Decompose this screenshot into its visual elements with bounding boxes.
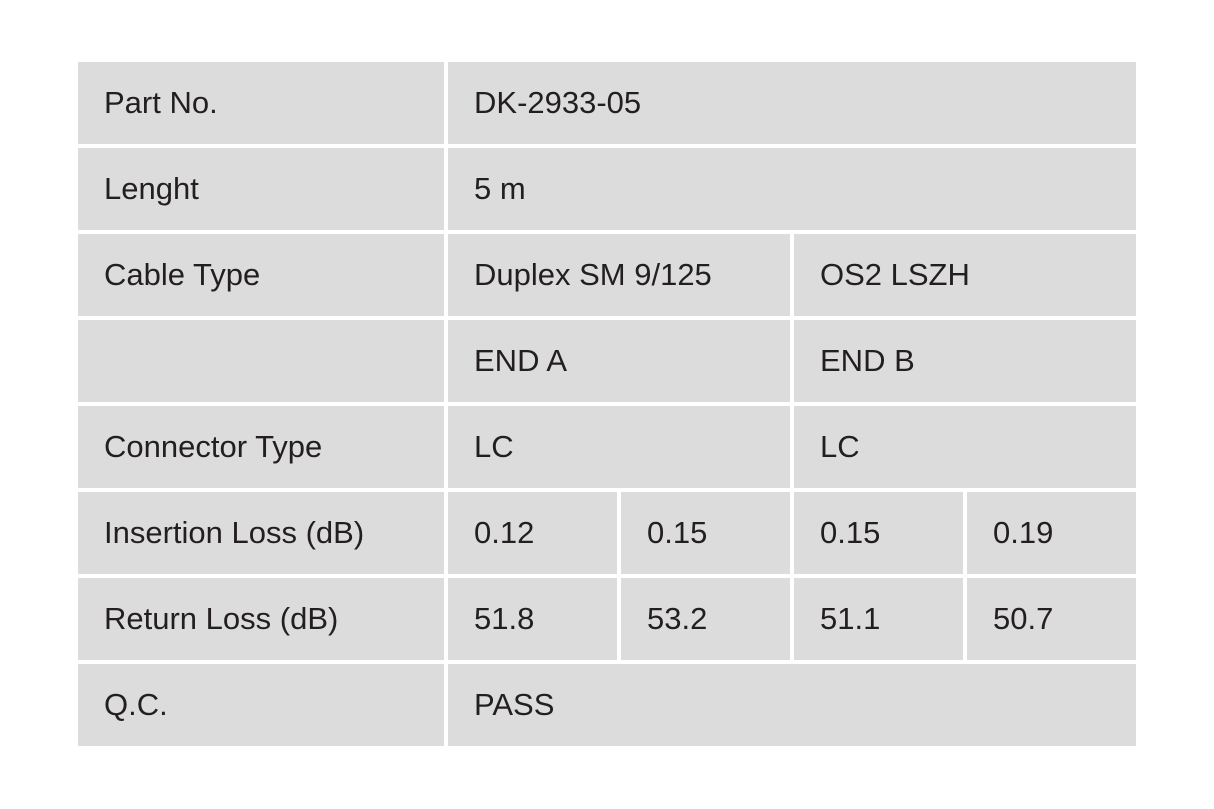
row-label: Return Loss (dB) <box>78 578 444 660</box>
row-value: OS2 LSZH <box>794 234 1136 316</box>
row-value: DK-2933-05 <box>448 62 1136 144</box>
row-label: Insertion Loss (dB) <box>78 492 444 574</box>
row-value: 0.19 <box>967 492 1136 574</box>
row-label: Cable Type <box>78 234 444 316</box>
row-value: 51.1 <box>794 578 963 660</box>
empty-cell <box>78 320 444 402</box>
row-value: Duplex SM 9/125 <box>448 234 790 316</box>
spec-table: Part No. DK-2933-05 Lenght 5 m Cable Type Dup… <box>78 62 1136 746</box>
row-label: Lenght <box>78 148 444 230</box>
row-value: 53.2 <box>621 578 790 660</box>
row-value: LC <box>794 406 1136 488</box>
row-value: END A <box>448 320 790 402</box>
row-label: Connector Type <box>78 406 444 488</box>
row-label: Q.C. <box>78 664 444 746</box>
row-value: 0.15 <box>794 492 963 574</box>
row-value: 5 m <box>448 148 1136 230</box>
row-label: Part No. <box>78 62 444 144</box>
row-value: 51.8 <box>448 578 617 660</box>
row-value: 50.7 <box>967 578 1136 660</box>
row-value: PASS <box>448 664 1136 746</box>
row-value: LC <box>448 406 790 488</box>
row-value: END B <box>794 320 1136 402</box>
row-value: 0.15 <box>621 492 790 574</box>
row-value: 0.12 <box>448 492 617 574</box>
